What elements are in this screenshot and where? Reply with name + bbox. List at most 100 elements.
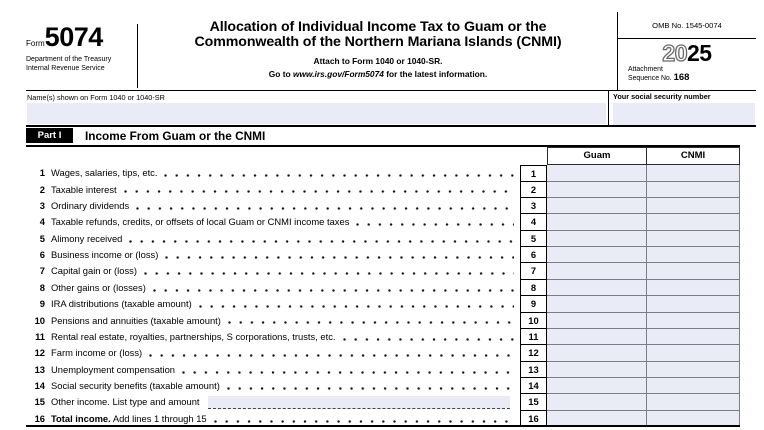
form-line-row: 14 Social security benefits (taxable amo… [26,378,740,395]
line-label: Taxable interest [51,183,117,195]
form-id-block: Form5074 Department of the Treasury Inte… [26,22,134,73]
line-label: Wages, salaries, tips, etc. [51,167,158,179]
form-number: 5074 [44,22,104,52]
cnmi-amount-field[interactable] [647,247,740,264]
cnmi-amount-field[interactable] [647,345,740,362]
divider-formid-title [137,24,139,88]
tax-year: 2025 [662,39,712,66]
form-line-row: 11 Rental real estate, royalties, partne… [26,328,740,346]
guam-amount-field[interactable] [547,394,647,411]
line-number: 11 [35,330,45,342]
guam-amount-field[interactable] [547,214,647,231]
leader-dots [213,418,514,424]
cnmi-amount-field[interactable] [647,296,740,313]
form-line-row: 9 IRA distributions (taxable amount) 9 [26,296,740,313]
cnmi-amount-field[interactable] [647,328,740,346]
guam-amount-field[interactable] [547,361,647,379]
omb-underline [618,37,756,39]
cnmi-amount-field[interactable] [647,181,740,198]
ssn-field[interactable] [613,102,755,125]
leader-dots [129,238,514,244]
line-number: 14 [34,380,45,392]
irs-url: www.irs.gov/Form5074 [292,68,384,79]
form-line-row: 13 Unemployment compensation 13 [26,361,740,379]
line-ref-box: 2 [520,181,547,198]
agency-name: Department of the Treasury Internal Reve… [26,56,112,72]
guam-amount-field[interactable] [547,263,647,280]
line-number: 12 [34,347,45,359]
omb-number: OMB No. 1545-0074 [652,21,722,30]
line-label: Business income or (loss) [51,249,159,261]
line-number: 3 [39,199,45,211]
ssn-field-label: Your social security number [613,92,711,101]
line-ref-box: 8 [520,279,547,297]
cnmi-amount-field[interactable] [647,361,740,379]
form-line-row: 10 Pensions and annuities (taxable amoun… [26,312,740,329]
leader-dots [123,189,514,195]
line-number: 2 [39,183,45,195]
guam-amount-field[interactable] [547,247,647,264]
cnmi-amount-field[interactable] [647,230,740,248]
guam-amount-field[interactable] [547,230,647,248]
cnmi-amount-field[interactable] [647,279,740,297]
line-ref-box: 13 [520,361,547,379]
part1-title: Income From Guam or the CNMI [85,129,266,143]
line-ref-box: 10 [520,312,547,329]
name-field[interactable] [27,103,606,124]
part1-thick-rule [26,145,740,148]
guam-amount-field[interactable] [547,165,647,182]
line-number: 8 [39,281,45,293]
cnmi-amount-field[interactable] [647,263,740,280]
divider-title-omb [617,12,619,90]
line-number: 15 [34,396,45,408]
guam-amount-field[interactable] [547,296,647,313]
line-label: Rental real estate, royalties, partnersh… [51,330,336,342]
line-number: 4 [39,216,45,228]
form-line-row: 5 Alimony received 5 [26,230,740,248]
form-line-row: 4 Taxable refunds, credits, or offsets o… [26,214,740,231]
omb-block: OMB No. 1545-0074 2025 Attachment Sequen… [618,0,756,90]
guam-amount-field[interactable] [547,181,647,198]
cnmi-amount-field[interactable] [647,378,740,395]
guam-amount-field[interactable] [547,378,647,395]
goto-instruction: Go to www.irs.gov/Form5074 for the lates… [268,68,488,79]
leader-dots [356,222,514,228]
leader-dots [164,173,514,179]
guam-amount-field[interactable] [547,328,647,346]
line-ref-box: 15 [520,394,547,411]
line-label: Capital gain or (loss) [51,265,137,277]
cnmi-amount-field[interactable] [647,394,740,411]
guam-amount-field[interactable] [547,345,647,362]
guam-amount-field[interactable] [547,312,647,329]
line-ref-box: 6 [520,247,547,264]
leader-dots [143,271,514,277]
leader-dots [136,205,514,211]
line-number: 10 [34,314,45,326]
form-line-row: 7 Capital gain or (loss) 7 [26,263,740,280]
form-line-row: 1 Wages, salaries, tips, etc. 1 [26,165,740,182]
line-label: Total income. Add lines 1 through 15 [51,412,207,424]
column-header-guam: Guam [547,147,647,166]
part1-header-tag: Part I [26,127,73,143]
cnmi-amount-field[interactable] [647,214,740,231]
line-ref-box: 9 [520,296,547,313]
line-ref-box: 7 [520,263,547,280]
guam-amount-field[interactable] [547,197,647,215]
form-line-row: 2 Taxable interest 2 [26,181,740,198]
other-income-type-field[interactable] [207,396,510,410]
line-ref-box: 14 [520,378,547,395]
name-row-bottom-rule [26,125,756,127]
line-label: Pensions and annuities (taxable amount) [51,314,221,326]
sequence-number: 168 [673,72,690,84]
table-bottom-thick-rule [26,425,740,428]
income-table: Guam CNMI 1 Wages, salaries, tips, etc. … [26,147,740,428]
form-line-row: 3 Ordinary dividends 3 [26,197,740,215]
cnmi-amount-field[interactable] [647,197,740,215]
line-label: Alimony received [51,232,123,244]
line-label: Taxable refunds, credits, or offsets of … [51,216,350,228]
guam-amount-field[interactable] [547,279,647,297]
line-number: 6 [39,249,45,261]
cnmi-amount-field[interactable] [647,312,740,329]
leader-dots [227,320,514,326]
cnmi-amount-field[interactable] [647,165,740,182]
